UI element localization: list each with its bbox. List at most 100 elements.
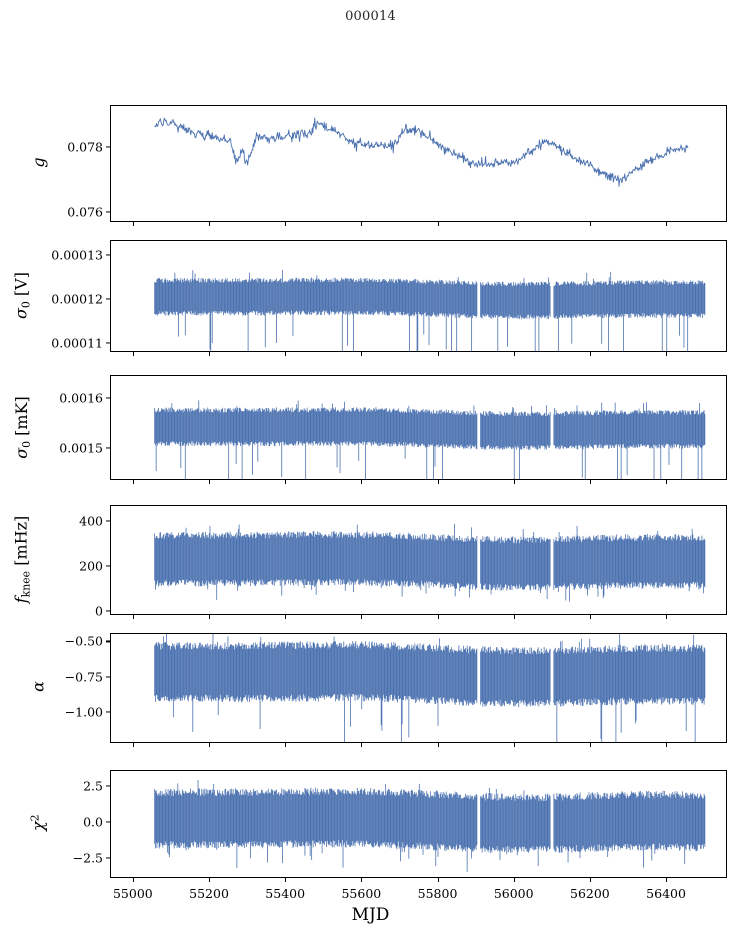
y-axis-label-gain: g	[28, 156, 48, 168]
x-tick-mark	[209, 222, 211, 226]
x-tick-mark	[589, 615, 591, 619]
x-tick-mark	[285, 615, 287, 619]
x-tick-mark	[285, 480, 287, 484]
x-tick-label: 55000	[112, 886, 153, 901]
x-tick-mark	[437, 480, 439, 484]
y-tick-label-f_knee: 0	[95, 603, 103, 618]
x-tick-label: 56400	[646, 886, 686, 901]
y-tick-label-alpha: −0.75	[64, 669, 103, 685]
x-tick-label: 56200	[569, 886, 610, 901]
x-tick-mark	[285, 222, 287, 226]
y-tick-mark-f_knee	[106, 609, 110, 612]
y-axis-label-sigma0_mk: σ0 [mK]	[11, 395, 33, 459]
x-tick-mark	[132, 352, 134, 356]
x-tick-label: 56000	[493, 886, 534, 901]
y-axis-label-chi2: χ2	[28, 814, 48, 832]
x-tick-mark	[666, 352, 668, 356]
x-tick-mark	[285, 878, 287, 882]
y-tick-label-sigma0_volts: 0.00012	[51, 291, 103, 307]
x-tick-mark	[437, 352, 439, 356]
x-tick-mark	[437, 615, 439, 619]
x-tick-mark	[361, 615, 363, 619]
x-tick-mark	[513, 352, 515, 356]
x-tick-mark	[209, 878, 211, 882]
x-tick-mark	[361, 352, 363, 356]
y-tick-label-f_knee: 400	[79, 513, 103, 529]
series-alpha	[154, 634, 706, 742]
series-gain	[154, 117, 689, 187]
y-tick-mark-f_knee	[106, 520, 110, 522]
x-tick-mark	[132, 743, 134, 747]
x-tick-mark	[361, 743, 363, 747]
x-tick-label: 55400	[265, 886, 306, 901]
x-tick-mark	[361, 878, 363, 882]
y-tick-mark-alpha	[106, 711, 110, 713]
y-axis-label-f_knee: fknee [mHz]	[11, 515, 33, 604]
y-tick-label-gain: 0.076	[67, 204, 103, 220]
y-tick-label-alpha: −1.00	[64, 704, 103, 720]
y-tick-label-gain: 0.078	[67, 139, 103, 155]
y-tick-mark-alpha	[106, 676, 110, 678]
x-tick-mark	[666, 480, 668, 484]
y-tick-mark-f_knee	[106, 565, 110, 567]
x-tick-mark	[666, 222, 668, 226]
y-tick-label-sigma0_mk: 0.0015	[59, 440, 103, 455]
x-tick-mark	[209, 743, 211, 747]
x-tick-mark	[132, 878, 134, 882]
x-tick-mark	[513, 222, 515, 226]
x-tick-mark	[209, 615, 211, 619]
x-tick-mark	[132, 615, 134, 619]
x-tick-mark	[285, 352, 287, 356]
x-tick-mark	[589, 878, 591, 882]
y-tick-label-alpha: −0.50	[64, 633, 103, 649]
x-tick-mark	[209, 480, 211, 484]
x-tick-mark	[513, 480, 515, 484]
y-tick-mark-sigma0_mk	[106, 446, 110, 449]
plot-panel-gain	[110, 105, 727, 222]
y-tick-label-f_knee: 200	[79, 558, 103, 574]
y-tick-mark-sigma0_volts	[106, 342, 110, 344]
x-tick-mark	[513, 743, 515, 747]
y-tick-label-chi2: −2.5	[72, 850, 103, 866]
y-tick-label-sigma0_mk: 0.0016	[59, 390, 103, 405]
y-tick-label-sigma0_volts: 0.00013	[51, 247, 103, 263]
x-tick-mark	[666, 615, 668, 619]
y-tick-mark-chi2	[106, 785, 110, 787]
x-tick-mark	[361, 222, 363, 226]
x-tick-label: 55600	[341, 886, 382, 901]
y-tick-mark-gain	[106, 211, 110, 213]
plot-panel-f_knee	[110, 505, 727, 615]
x-tick-mark	[209, 352, 211, 356]
y-tick-label-chi2: 2.5	[83, 778, 103, 794]
x-tick-label: 55800	[417, 886, 458, 901]
series-chi2	[154, 780, 706, 872]
x-tick-mark	[589, 222, 591, 226]
y-tick-mark-sigma0_volts	[106, 254, 110, 256]
x-tick-mark	[666, 878, 668, 882]
x-tick-mark	[589, 352, 591, 356]
y-tick-mark-chi2	[106, 857, 110, 859]
x-tick-mark	[589, 743, 591, 747]
plot-panel-alpha	[110, 633, 727, 743]
x-tick-mark	[437, 743, 439, 747]
x-axis-label: MJD	[351, 905, 390, 925]
x-tick-mark	[666, 743, 668, 747]
y-axis-label-alpha: α	[28, 681, 48, 692]
x-tick-mark	[285, 743, 287, 747]
plot-panel-sigma0_mk	[110, 375, 727, 480]
x-tick-mark	[437, 878, 439, 882]
y-tick-mark-gain	[106, 146, 110, 148]
y-tick-mark-sigma0_mk	[106, 396, 110, 399]
plot-panel-sigma0_volts	[110, 240, 727, 352]
x-tick-mark	[513, 615, 515, 619]
y-tick-label-chi2: 0.0	[83, 814, 103, 830]
x-tick-mark	[589, 480, 591, 484]
y-tick-mark-sigma0_volts	[106, 298, 110, 300]
y-tick-mark-chi2	[106, 821, 110, 823]
series-f_knee	[154, 523, 706, 602]
series-sigma0_mk	[154, 400, 706, 479]
figure-title: 000014	[345, 9, 396, 24]
x-tick-mark	[361, 480, 363, 484]
x-tick-mark	[132, 480, 134, 484]
